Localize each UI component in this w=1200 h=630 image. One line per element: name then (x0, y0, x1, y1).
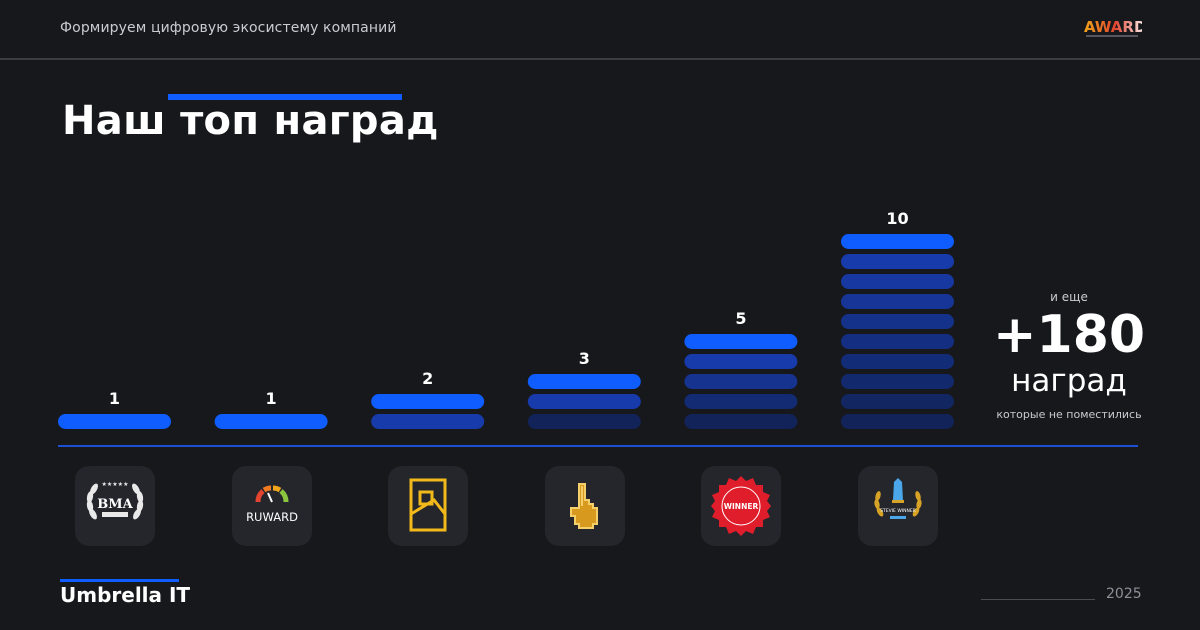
ruward-label: RUWARD (246, 510, 298, 524)
bar-segment-stevie-winner-6 (841, 314, 954, 329)
year-divider (981, 599, 1095, 600)
bma-label: BMA (97, 497, 133, 512)
bar-value-label: 10 (886, 209, 908, 228)
tagline: Формируем цифровую экосистему компаний (60, 20, 397, 36)
bar-segment-bma-1 (58, 414, 171, 429)
bar-value-label: 2 (422, 369, 433, 388)
brand-accent-bar (60, 579, 179, 582)
extra-prefix: и еще (1050, 290, 1088, 304)
chart-value-labels: 1 1 2 3 5 10 (109, 209, 909, 408)
award-logo-text: AWARD (1084, 18, 1142, 36)
award-tile-bma: ★★★★★ BMA (75, 466, 155, 546)
bar-segment-tagline-awards-winner-5 (684, 334, 798, 349)
bar-segment-tagline-awards-winner-4 (684, 354, 798, 369)
bar-value-label: 5 (735, 309, 746, 328)
chart-bars (58, 234, 954, 429)
bar-value-label: 1 (266, 389, 277, 408)
title-accent-bar (168, 94, 402, 100)
pointing-hand-icon (570, 483, 598, 529)
bar-segment-tagline-2 (371, 394, 485, 409)
bma-laurel-icon: ★★★★★ BMA (86, 481, 144, 520)
bar-segment-золотой-сайт-3 (527, 374, 641, 389)
award-tile-stevie: STEVIE WINNER (858, 466, 938, 546)
stevie-label: STEVIE WINNER (880, 508, 916, 514)
bar-segment-tagline-1 (371, 414, 485, 429)
bar-segment-золотой-сайт-1 (527, 414, 641, 429)
award-logo: AWARD (1084, 18, 1142, 37)
tagline-frame-icon (409, 478, 447, 532)
bar-segment-ruward-1 (214, 414, 328, 429)
bar-segment-stevie-winner-7 (841, 294, 954, 309)
page-title: Наш топ наград (62, 98, 439, 144)
bar-value-label: 3 (579, 349, 590, 368)
bar-segment-stevie-winner-5 (841, 334, 954, 349)
bar-segment-stevie-winner-1 (841, 414, 954, 429)
ruward-gauge-icon: RUWARD (246, 485, 298, 524)
winner-seal-icon: WINNER (711, 476, 771, 536)
extra-note: которые не поместились (996, 408, 1142, 421)
award-tile-pointer (545, 466, 625, 546)
award-tile-tagline (388, 466, 468, 546)
header-divider (0, 58, 1200, 60)
award-tile-ruward: RUWARD (232, 466, 312, 546)
winner-label: WINNER (724, 502, 759, 511)
bar-segment-tagline-awards-winner-2 (684, 394, 798, 409)
bar-segment-stevie-winner-3 (841, 374, 954, 389)
bar-segment-золотой-сайт-2 (527, 394, 641, 409)
bar-segment-tagline-awards-winner-3 (684, 374, 798, 389)
extra-awards-block: и еще +180 наград которые не поместились (990, 290, 1148, 421)
bar-segment-stevie-winner-2 (841, 394, 954, 409)
extra-unit: наград (1011, 363, 1127, 399)
bar-segment-tagline-awards-winner-1 (684, 414, 798, 429)
extra-count: +180 (992, 305, 1146, 365)
brand-name: Umbrella IT (60, 583, 191, 607)
bar-segment-stevie-winner-9 (841, 254, 954, 269)
year-label: 2025 (1106, 586, 1142, 602)
svg-text:★★★★★: ★★★★★ (102, 481, 129, 488)
bar-value-label: 1 (109, 389, 120, 408)
bar-segment-stevie-winner-4 (841, 354, 954, 369)
stevie-trophy-icon: STEVIE WINNER (874, 478, 922, 519)
bar-segment-stevie-winner-8 (841, 274, 954, 289)
bar-segment-stevie-winner-10 (841, 234, 954, 249)
award-tile-winner: WINNER (701, 466, 781, 546)
